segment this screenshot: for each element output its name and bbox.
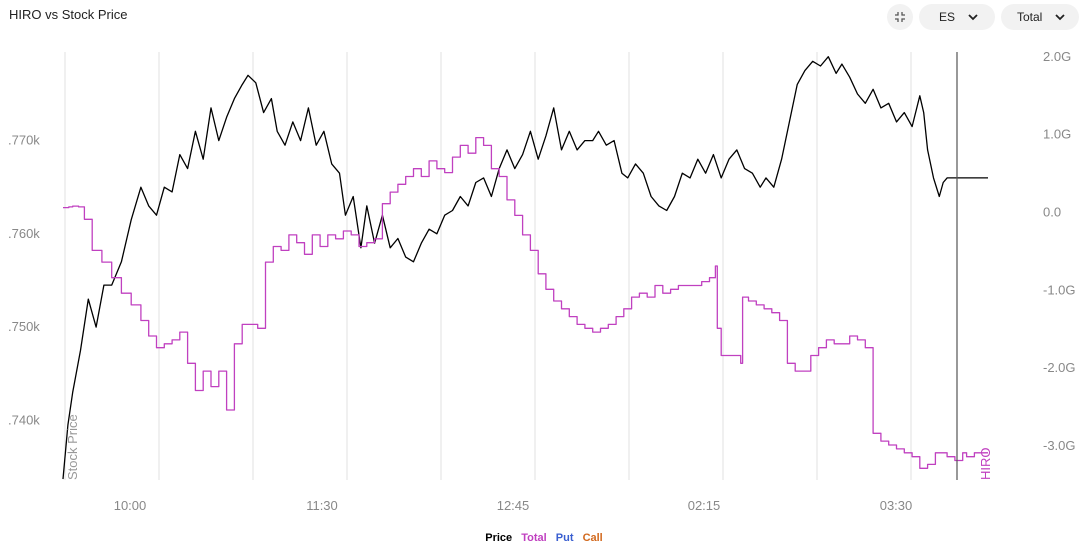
left-y-tick-label: .740k — [8, 412, 40, 427]
legend-call[interactable]: Call — [582, 532, 603, 544]
right-y-tick-label: -3.0G — [1043, 438, 1076, 453]
chart-controls: ES Total — [887, 4, 1079, 30]
chart-grid — [64, 52, 912, 480]
legend-price[interactable]: Price — [485, 532, 513, 544]
right-y-axis: 2.0G 1.0G 0.0 -1.0G -2.0G -3.0G — [1043, 49, 1076, 453]
left-y-tick-label: .750k — [8, 319, 40, 334]
x-tick-label: 03:30 — [880, 498, 913, 513]
x-tick-label: 12:45 — [497, 498, 530, 513]
collapse-button[interactable] — [887, 4, 913, 30]
left-y-axis: .740k .750k .760k .770k — [8, 133, 40, 428]
collapse-arrows-icon — [895, 12, 905, 22]
left-y-tick-label: .770k — [8, 133, 40, 148]
right-y-tick-label: -1.0G — [1043, 282, 1076, 297]
type-select[interactable]: Total — [1001, 4, 1079, 30]
left-axis-label: Stock Price — [65, 414, 80, 480]
chart-title: HIRO vs Stock Price — [9, 7, 128, 22]
x-tick-label: 02:15 — [688, 498, 721, 513]
chart-legend: Price Total Put Call — [0, 532, 1088, 544]
symbol-select-value: ES — [939, 10, 956, 24]
right-y-tick-label: 0.0 — [1043, 205, 1061, 220]
series-line-price — [62, 56, 988, 480]
series-line-total — [63, 136, 988, 469]
x-axis: 10:00 11:30 12:45 02:15 03:30 — [114, 498, 913, 513]
right-y-tick-label: 2.0G — [1043, 49, 1071, 64]
legend-total[interactable]: Total — [521, 532, 547, 544]
right-y-tick-label: -2.0G — [1043, 360, 1076, 375]
chevron-down-icon — [968, 14, 978, 21]
legend-put[interactable]: Put — [555, 532, 574, 544]
left-y-tick-label: .760k — [8, 226, 40, 241]
chart-series — [62, 56, 988, 480]
right-y-tick-label: 1.0G — [1043, 127, 1071, 142]
x-tick-label: 11:30 — [306, 498, 338, 513]
right-axis-label: HIRO — [978, 448, 993, 481]
chevron-down-icon — [1055, 14, 1065, 21]
hiro-chart[interactable]: 10:00 11:30 12:45 02:15 03:30 .740k .750k .760… — [0, 0, 1088, 530]
x-tick-label: 10:00 — [114, 498, 147, 513]
type-select-value: Total — [1017, 10, 1043, 24]
symbol-select[interactable]: ES — [919, 4, 995, 30]
